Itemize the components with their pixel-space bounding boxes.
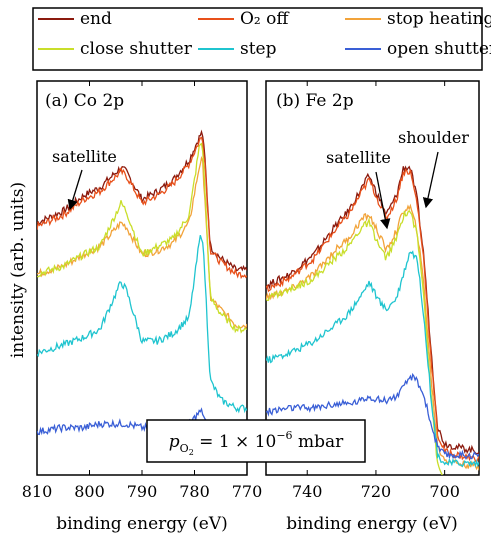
- x-tick-label: 780: [179, 482, 210, 501]
- pressure-box: [146, 419, 366, 463]
- panel-co-2p: 810 800 790 780 770 (a) Co 2p binding energy…: [22, 80, 263, 534]
- panel-b-frame: [265, 80, 480, 476]
- legend-label-step: step: [240, 39, 277, 59]
- legend-label-open-shutter: open shutter: [387, 39, 491, 59]
- panel-b-xlabel: binding energy (eV): [286, 514, 458, 534]
- series-line-close-shutter: [266, 209, 443, 475]
- series-line-close-shutter: [37, 142, 247, 334]
- x-tick-label: 700: [429, 482, 460, 501]
- legend-label-end: end: [80, 9, 112, 29]
- series-line-end: [266, 165, 479, 455]
- annotation-arrow-satellite: [67, 169, 83, 211]
- x-tick-label: 790: [127, 482, 158, 501]
- panel-fe-2p: 740 720 700 (b) Fe 2p binding energy (eV) …: [265, 80, 480, 534]
- annotation-arrow-shoulder: [422, 151, 439, 209]
- annotation-shoulder: shoulder: [398, 128, 469, 147]
- series-line-o-off: [266, 168, 479, 464]
- x-tick-label: 720: [361, 482, 392, 501]
- panel-a-xlabel: binding energy (eV): [56, 514, 228, 534]
- pressure-text: pO2 = 1 × 10−6 mbar: [169, 429, 344, 457]
- legend-label-o-off: O₂ off: [240, 9, 290, 29]
- x-tick-label: 800: [74, 482, 105, 501]
- x-tick-label: 740: [292, 482, 323, 501]
- series-line-stop-heating: [37, 155, 247, 330]
- annotation-arrow-satellite: [375, 171, 391, 230]
- series-line-open-shutter: [266, 372, 479, 460]
- legend: end O₂ off stop heating close shutter step op…: [32, 7, 491, 71]
- series-line-step: [266, 250, 479, 469]
- legend-frame: [32, 7, 483, 71]
- legend-label-close-shutter: close shutter: [80, 39, 193, 59]
- x-tick-label: 770: [232, 482, 263, 501]
- annotation-satellite: satellite: [52, 147, 117, 166]
- annotation-satellite: satellite: [326, 148, 391, 167]
- series-line-step: [37, 235, 247, 414]
- legend-label-stop-heating: stop heating: [387, 9, 491, 29]
- panel-a-frame: [36, 80, 248, 476]
- panel-a-title: (a) Co 2p: [45, 91, 124, 111]
- panel-b-title: (b) Fe 2p: [276, 91, 354, 111]
- x-tick-label: 810: [22, 482, 53, 501]
- y-axis-label: intensity (arb. units): [8, 182, 28, 358]
- pressure-condition: pO2 = 1 × 10−6 mbar: [146, 419, 366, 463]
